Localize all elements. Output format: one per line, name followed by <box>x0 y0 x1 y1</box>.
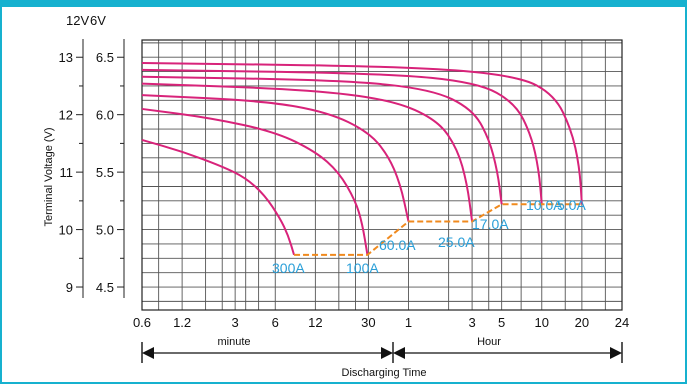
x-axis-title: Discharging Time <box>342 367 427 379</box>
y-tick-label-12v: 9 <box>66 280 73 295</box>
curve-label-10-0A: 10.0A <box>526 197 563 213</box>
discharge-curves <box>141 61 583 256</box>
y-tick-label-6v: 6.5 <box>96 50 114 65</box>
x-axis: 0.6 1.2 3 6 12 30 1 3 5 10 20 24 minute Hour Dischargi… <box>133 315 629 379</box>
x-tick-label: 12 <box>308 315 322 330</box>
x-tick-label: 6 <box>272 315 279 330</box>
y-header-6v: 6V <box>90 13 106 28</box>
x-tick-label: 3 <box>468 315 475 330</box>
discharge-curve-60-0A <box>141 94 410 222</box>
discharge-curve-25-0A <box>141 82 474 222</box>
x-tick-label: 24 <box>615 315 629 330</box>
x-tick-label: 30 <box>361 315 375 330</box>
x-tick-label: 10 <box>535 315 549 330</box>
y-axes: 12V 6V 13 6.5 12 6.0 11 5.5 10 5.0 9 4.5 Terminal Vo… <box>43 13 125 298</box>
arrowhead-minute-right <box>381 347 393 359</box>
curve-label-5-0A: 5.0A <box>557 197 586 213</box>
x-unit-hour: Hour <box>477 336 501 348</box>
y-tick-label-12v: 13 <box>59 50 73 65</box>
curve-label-17-0A: 17.0A <box>472 216 509 232</box>
discharge-curve-17-0A <box>141 75 503 205</box>
x-tick-label: 1.2 <box>173 315 191 330</box>
arrowhead-left <box>142 347 154 359</box>
x-tick-label: 1 <box>405 315 412 330</box>
y-axis-title: Terminal Voltage (V) <box>43 127 55 226</box>
y-tick-label-6v: 4.5 <box>96 280 114 295</box>
y-tick-label-12v: 11 <box>60 165 74 180</box>
x-tick-label: 5 <box>498 315 505 330</box>
y-tick-label-6v: 5.0 <box>96 223 114 238</box>
discharge-curve-300A <box>141 138 295 256</box>
y-tick-label-12v: 10 <box>59 223 73 238</box>
x-unit-minute: minute <box>217 336 250 348</box>
arrowhead-right <box>610 347 622 359</box>
y-tick-label-12v: 12 <box>59 108 73 123</box>
y-tick-label-6v: 5.5 <box>96 165 114 180</box>
y-tick-label-6v: 6.0 <box>96 108 114 123</box>
discharge-curve-10-0A <box>141 68 543 205</box>
grid-lines <box>141 40 622 310</box>
curve-label-100A: 100A <box>346 260 379 276</box>
curve-label-25-0A: 25.0A <box>438 234 475 250</box>
curve-label-60-0A: 60.0A <box>379 237 416 253</box>
arrowhead-hour-left <box>393 347 405 359</box>
y-header-12v: 12V <box>66 13 89 28</box>
discharge-curve-5-0A <box>141 61 583 205</box>
x-tick-label: 20 <box>575 315 589 330</box>
x-tick-label: 3 <box>232 315 239 330</box>
cutoff-dashed-line <box>294 203 582 256</box>
discharge-curve-100A <box>141 107 369 256</box>
x-tick-label: 0.6 <box>133 315 151 330</box>
plot-frame <box>141 39 623 311</box>
curve-label-300A: 300A <box>272 260 305 276</box>
plot-border <box>141 39 623 311</box>
cutoff-line <box>294 203 582 256</box>
